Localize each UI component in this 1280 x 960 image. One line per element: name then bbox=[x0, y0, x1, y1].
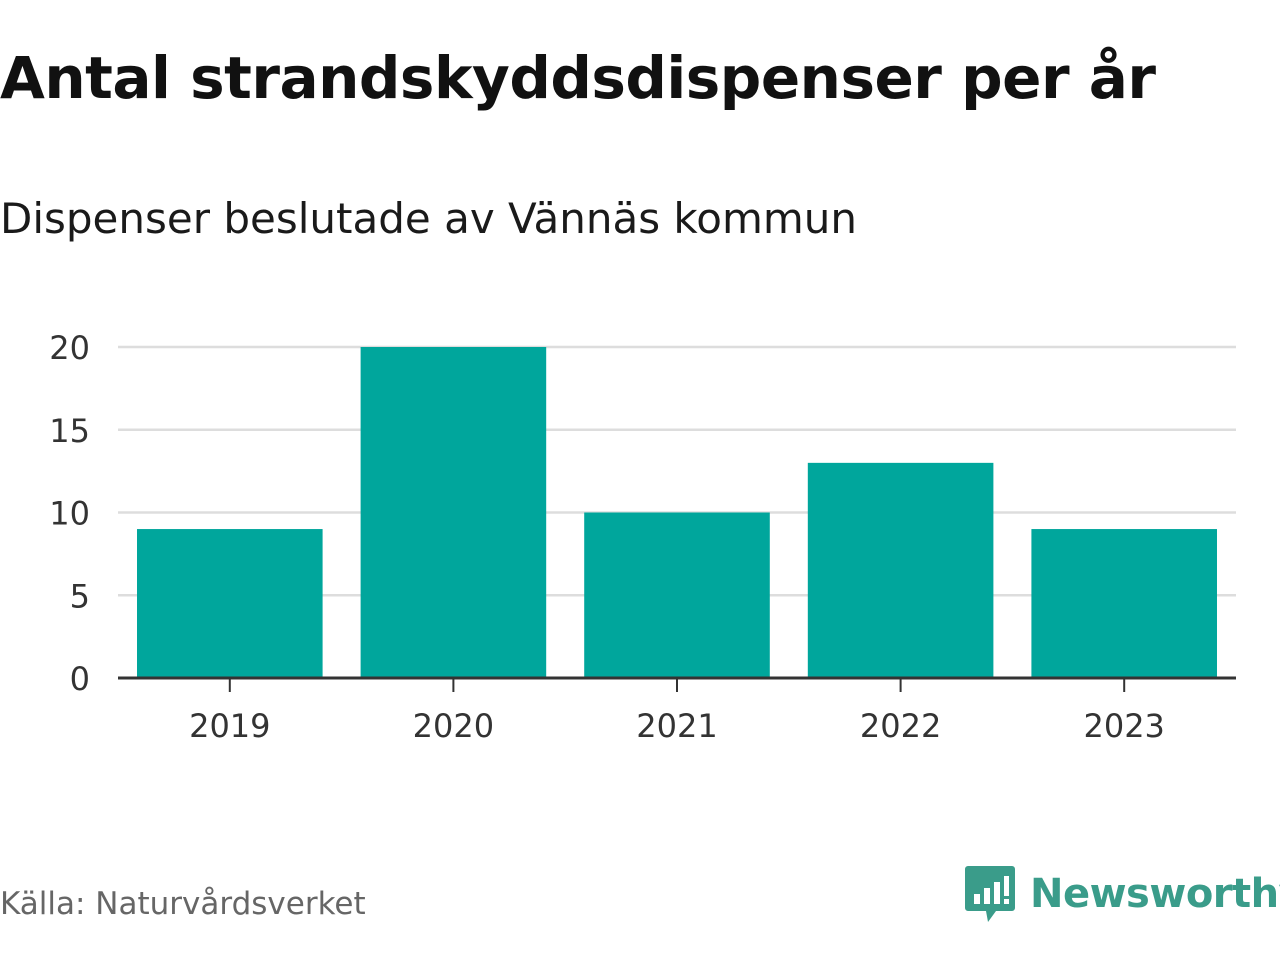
source-note: Källa: Naturvårdsverket bbox=[0, 886, 366, 922]
y-tick-label: 20 bbox=[49, 329, 90, 367]
chart-subtitle: Dispenser beslutade av Vännäs kommun bbox=[0, 194, 858, 243]
brand-logo: Newsworthy bbox=[964, 864, 1280, 924]
y-tick-label: 15 bbox=[49, 412, 90, 450]
bar-2019 bbox=[137, 529, 323, 678]
brand-name: Newsworthy bbox=[1030, 871, 1280, 917]
x-tick-label: 2023 bbox=[1083, 707, 1164, 745]
x-tick-label: 2020 bbox=[413, 707, 494, 745]
x-tick-label: 2022 bbox=[860, 707, 941, 745]
bar-2020 bbox=[360, 347, 547, 678]
y-tick-label: 5 bbox=[70, 577, 90, 615]
chart-title: Antal strandskyddsdispenser per år bbox=[0, 44, 1156, 112]
bar-chart: 0 5 10 15 20 2019 2020 2021 2022 2023 bbox=[49, 329, 1236, 745]
bar-2021 bbox=[584, 512, 770, 678]
y-tick-label: 0 bbox=[70, 660, 90, 698]
y-tick-label: 10 bbox=[49, 495, 90, 533]
bar-2022 bbox=[807, 462, 994, 678]
x-tick-label: 2019 bbox=[189, 707, 270, 745]
newsworthy-logo-icon bbox=[965, 866, 1015, 922]
bar-2023 bbox=[1031, 529, 1217, 678]
x-tick-label: 2021 bbox=[636, 707, 717, 745]
